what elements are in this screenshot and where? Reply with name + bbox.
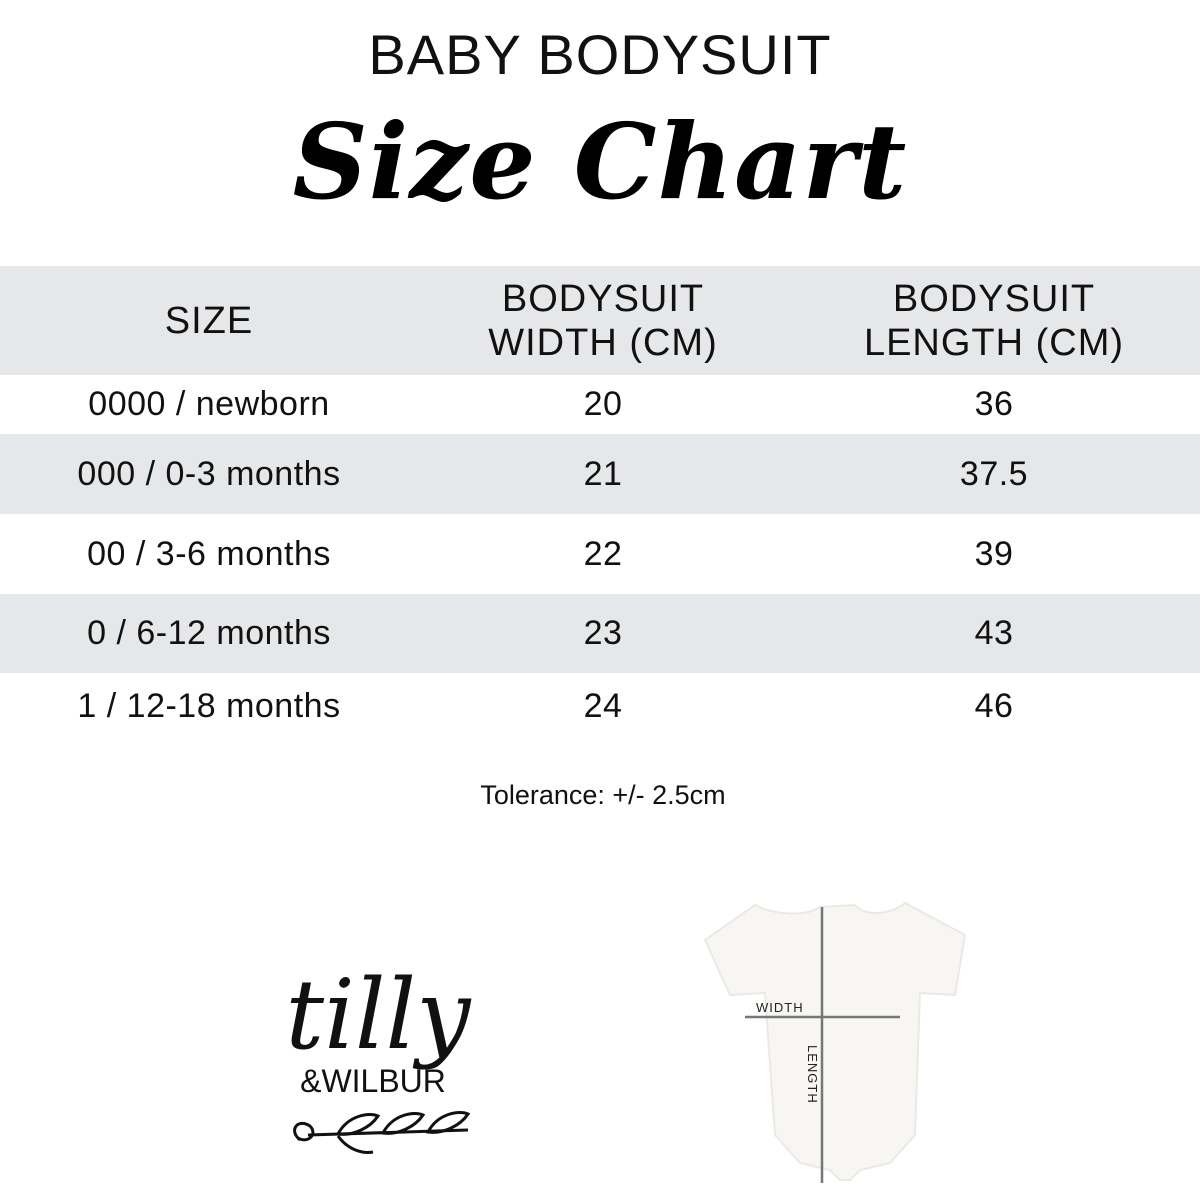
column-header-width: BODYSUIT WIDTH (CM) — [488, 277, 718, 364]
size-cell: 000 / 0-3 months — [77, 454, 341, 493]
subtitle: BABY BODYSUIT — [368, 23, 832, 86]
size-cell: 1 / 12-18 months — [77, 686, 341, 725]
logo-text-tilly: tilly — [286, 959, 473, 1071]
table-row: 00 / 3-6 months 22 39 — [0, 514, 1200, 594]
width-cell: 20 — [583, 385, 623, 423]
length-cell: 43 — [974, 614, 1014, 652]
leaf-branch-icon — [293, 1110, 471, 1154]
length-label: LENGTH — [805, 1045, 820, 1104]
column-header-size: SIZE — [164, 299, 254, 342]
length-cell: 46 — [974, 686, 1014, 725]
length-cell: 37.5 — [959, 454, 1029, 493]
length-cell: 36 — [974, 385, 1014, 423]
width-cell: 21 — [583, 454, 623, 493]
length-cell: 39 — [974, 534, 1014, 573]
size-cell: 00 / 3-6 months — [87, 534, 331, 573]
width-cell: 22 — [583, 534, 623, 573]
table-row: 0 / 6-12 months 23 43 — [0, 594, 1200, 673]
logo-text-wilbur: &WILBUR — [300, 1063, 446, 1099]
tolerance-note: Tolerance: +/- 2.5cm — [480, 780, 726, 810]
table-row: 1 / 12-18 months 24 46 — [0, 673, 1200, 739]
size-cell: 0000 / newborn — [88, 385, 330, 423]
size-cell: 0 / 6-12 months — [87, 614, 331, 652]
width-cell: 23 — [583, 614, 623, 652]
width-cell: 24 — [583, 686, 623, 725]
table-header: SIZE BODYSUIT WIDTH (CM) BODYSUIT LENGTH… — [0, 266, 1200, 375]
page-title: Size Chart — [292, 100, 908, 223]
bodysuit-diagram: WIDTH LENGTH — [703, 901, 967, 1183]
width-label: WIDTH — [756, 1000, 804, 1015]
brand-logo: tilly &WILBUR — [286, 959, 473, 1154]
bodysuit-image — [703, 901, 967, 1181]
table-row: 0000 / newborn 20 36 — [0, 375, 1200, 434]
table-row: 000 / 0-3 months 21 37.5 — [0, 434, 1200, 514]
column-header-length: BODYSUIT LENGTH (CM) — [863, 277, 1125, 364]
